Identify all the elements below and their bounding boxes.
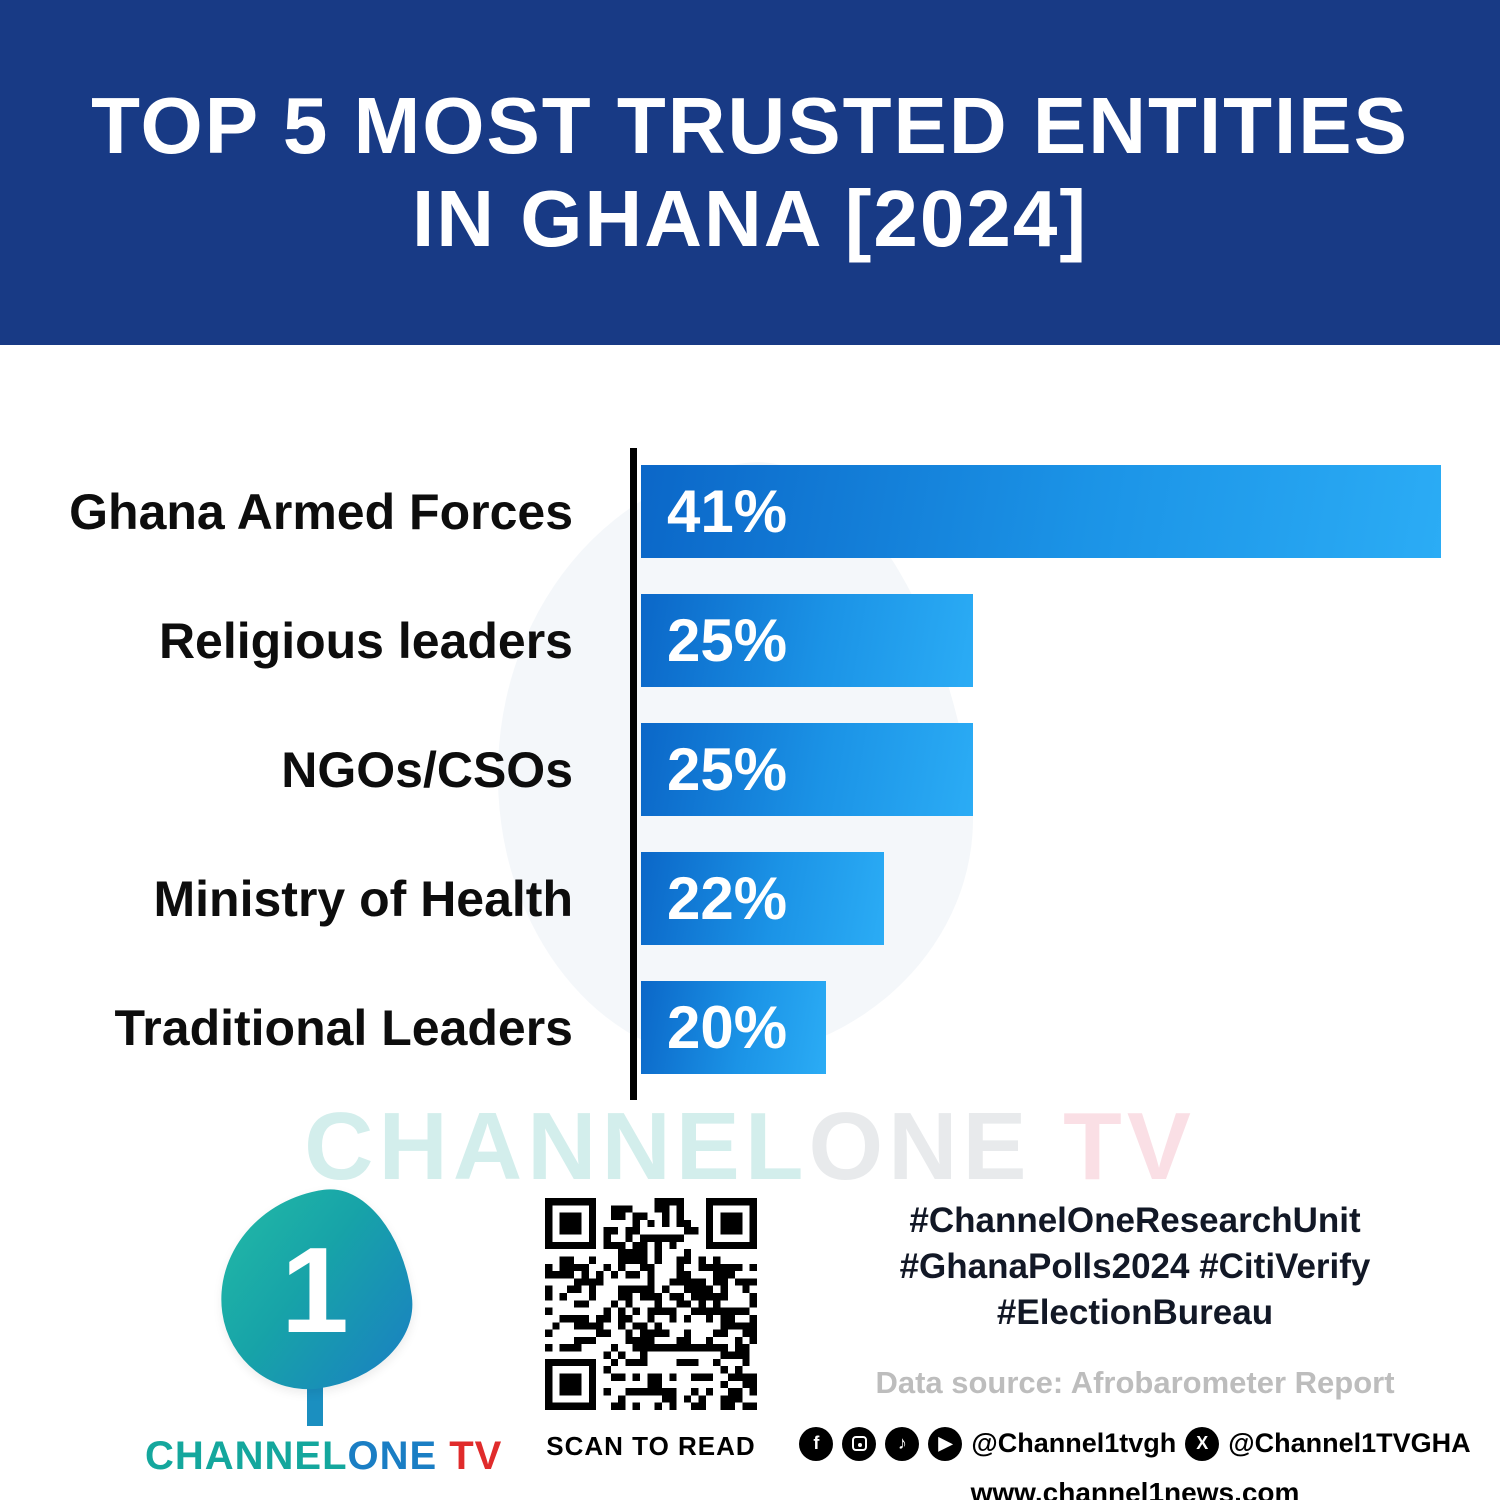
bar: 22% bbox=[641, 852, 884, 945]
facebook-icon: f bbox=[799, 1426, 834, 1461]
bar: 25% bbox=[641, 723, 973, 816]
info-block: #ChannelOneResearchUnit #GhanaPolls2024 … bbox=[799, 1198, 1471, 1500]
watermark-tv: TV bbox=[1031, 1093, 1196, 1200]
brand-tv: TV bbox=[449, 1434, 503, 1478]
watermark-one: ONE bbox=[808, 1093, 1032, 1200]
hashtag-line-1: #ChannelOneResearchUnit bbox=[909, 1201, 1361, 1240]
hashtag-line-2: #GhanaPolls2024 #CitiVerify bbox=[899, 1247, 1371, 1287]
watermark-channel: CHANNEL bbox=[304, 1093, 809, 1200]
page-title-line2: IN GHANA [2024] bbox=[411, 173, 1089, 263]
qr-caption: SCAN TO READ bbox=[546, 1431, 756, 1461]
qr-section: SCAN TO READ bbox=[545, 1198, 757, 1462]
chart-row: Religious leaders 25% bbox=[0, 594, 1500, 687]
bar-label: Ministry of Health bbox=[153, 870, 573, 927]
logo-numeral: 1 bbox=[281, 1222, 349, 1359]
chart-axis-line bbox=[630, 448, 637, 1100]
bar-label: NGOs/CSOs bbox=[281, 741, 573, 798]
social-handle-primary: @Channel1tvgh bbox=[971, 1428, 1177, 1459]
brand-watermark: CHANNELONE TV bbox=[0, 1092, 1500, 1202]
bar-label: Ghana Armed Forces bbox=[69, 483, 573, 540]
youtube-icon: ▶ bbox=[928, 1426, 963, 1461]
page-title: TOP 5 MOST TRUSTED ENTITIES IN GHANA [20… bbox=[91, 80, 1409, 266]
chart-row: Ministry of Health 22% bbox=[0, 852, 1500, 945]
page-title-line1: TOP 5 MOST TRUSTED ENTITIES bbox=[91, 80, 1409, 170]
tiktok-icon: ♪ bbox=[885, 1426, 920, 1461]
header-band: TOP 5 MOST TRUSTED ENTITIES IN GHANA [20… bbox=[0, 0, 1500, 345]
channel-one-logo: 1 CHANNELONE TV bbox=[145, 1179, 501, 1479]
bar-value: 22% bbox=[667, 865, 788, 932]
bar-label: Religious leaders bbox=[158, 612, 573, 669]
social-row: f ♪ ▶ @Channel1tvgh X @Channel1TVGHA bbox=[799, 1426, 1471, 1461]
chart-row: NGOs/CSOs 25% bbox=[0, 723, 1500, 816]
bar-value: 25% bbox=[667, 736, 788, 803]
chart-row: Traditional Leaders 20% bbox=[0, 981, 1500, 1074]
social-handle-x: @Channel1TVGHA bbox=[1228, 1428, 1471, 1459]
logo-pebble-icon: 1 bbox=[207, 1179, 423, 1401]
chart-row: Ghana Armed Forces 41% bbox=[0, 465, 1500, 558]
logo-stem bbox=[307, 1382, 323, 1426]
data-source-note: Data source: Afrobarometer Report bbox=[875, 1364, 1395, 1400]
bar-chart: Ghana Armed Forces 41% Religious leaders… bbox=[0, 465, 1500, 1110]
bar-value: 25% bbox=[667, 607, 788, 674]
hashtag-line-3: #ElectionBureau bbox=[996, 1293, 1274, 1333]
x-icon: X bbox=[1185, 1426, 1220, 1461]
bar: 41% bbox=[641, 465, 1441, 558]
brand-wordmark: CHANNELONE TV bbox=[145, 1434, 501, 1479]
website-url: www.channel1news.com bbox=[970, 1476, 1300, 1500]
bar-value: 41% bbox=[667, 478, 788, 545]
brand-one: ONE bbox=[347, 1434, 438, 1478]
bar-value: 20% bbox=[667, 994, 788, 1061]
bar-label: Traditional Leaders bbox=[114, 999, 573, 1056]
qr-code bbox=[545, 1198, 757, 1410]
instagram-icon bbox=[842, 1426, 877, 1461]
bar: 20% bbox=[641, 981, 826, 1074]
bar: 25% bbox=[641, 594, 973, 687]
brand-channel: CHANNEL bbox=[145, 1434, 348, 1478]
